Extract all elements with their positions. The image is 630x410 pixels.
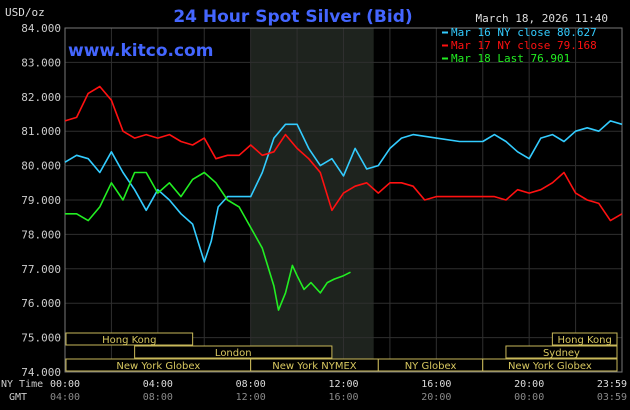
legend-item: Mar 17 NY close 79.168 — [442, 39, 597, 52]
x-tick-ny: 00:00 — [50, 379, 80, 390]
y-tick-label: 75.000 — [21, 332, 61, 345]
session-bar-box — [551, 332, 618, 346]
x-tick-gmt: 08:00 — [143, 392, 173, 403]
y-tick-label: 84.000 — [21, 22, 61, 35]
x-tick-ny: 16:00 — [421, 379, 451, 390]
session-bar-label: Hong Kong — [558, 335, 612, 346]
legend-item: Mar 18 Last 76.901 — [442, 52, 570, 65]
y-tick-label: 83.000 — [21, 56, 61, 69]
y-tick-label: 77.000 — [21, 263, 61, 276]
session-bar-label: Sydney — [543, 348, 580, 359]
session-bar: London — [134, 345, 333, 359]
ny-time-label: NY Time — [1, 379, 43, 390]
session-bar: New York NYMEX — [250, 358, 379, 372]
x-tick-gmt: 03:59 — [597, 392, 627, 403]
y-tick-label: 80.000 — [21, 160, 61, 173]
timestamp: March 18, 2026 11:40 — [476, 12, 608, 25]
session-bar-label: New York Globex — [116, 361, 200, 372]
y-tick-label: 78.000 — [21, 228, 61, 241]
x-tick-ny: 23:59 — [597, 379, 627, 390]
gmt-label: GMT — [9, 392, 27, 403]
grid-lines — [65, 27, 622, 373]
session-bar-box — [134, 345, 333, 359]
x-tick-ny: 20:00 — [514, 379, 544, 390]
series-line-2 — [64, 85, 623, 222]
legend-item: Mar 16 NY close 80.627 — [442, 26, 597, 39]
series-line-1 — [64, 120, 623, 263]
y-tick-label: 76.000 — [21, 297, 61, 310]
y-axis-label: USD/oz — [5, 6, 45, 19]
session-bar-label: NY Globex — [405, 361, 457, 372]
y-tick-label: 81.000 — [21, 125, 61, 138]
legend-label: Mar 18 Last 76.901 — [451, 52, 570, 65]
session-bar-label: Hong Kong — [102, 335, 156, 346]
x-tick-gmt: 00:00 — [514, 392, 544, 403]
x-tick-gmt: 12:00 — [236, 392, 266, 403]
legend-label: Mar 16 NY close 80.627 — [451, 26, 597, 39]
plot-frame — [64, 27, 623, 373]
market-session-bars: Hong Kong London New York Globex New York N… — [65, 332, 618, 372]
session-bar: New York Globex — [482, 358, 618, 372]
price-series — [64, 85, 623, 311]
x-tick-gmt: 04:00 — [50, 392, 80, 403]
series-line-3 — [65, 171, 351, 311]
session-bar: Sydney — [505, 345, 618, 359]
session-bar: NY Globex — [377, 358, 484, 372]
session-bar-label: New York Globex — [508, 361, 592, 372]
session-bar: Hong Kong — [65, 332, 194, 346]
session-bar-label: London — [215, 348, 252, 359]
watermark-url: www.kitco.com — [68, 41, 213, 61]
session-bar: New York Globex — [65, 358, 252, 372]
x-tick-ny: 04:00 — [143, 379, 173, 390]
session-bar-box — [482, 358, 618, 372]
chart-title: 24 Hour Spot Silver (Bid) — [173, 7, 412, 27]
x-tick-labels: 00:00 04:00 08:00 12:00 16:00 20:00 23:59 04:00… — [50, 379, 627, 403]
y-tick-label: 79.000 — [21, 194, 61, 207]
y-tick-label: 82.000 — [21, 91, 61, 104]
x-tick-gmt: 16:00 — [328, 392, 358, 403]
session-bar-box — [65, 332, 194, 346]
y-tick-label: 74.000 — [21, 366, 61, 379]
y-tick-labels: 84.000 83.000 82.000 81.000 80.000 79.000 78.0… — [21, 22, 61, 379]
x-tick-gmt: 20:00 — [421, 392, 451, 403]
session-bar-label: New York NYMEX — [272, 361, 357, 372]
legend-label: Mar 17 NY close 79.168 — [451, 39, 597, 52]
x-tick-ny: 08:00 — [236, 379, 266, 390]
session-bar: Hong Kong — [551, 332, 618, 346]
session-bar-box — [505, 345, 618, 359]
x-tick-ny: 12:00 — [328, 379, 358, 390]
